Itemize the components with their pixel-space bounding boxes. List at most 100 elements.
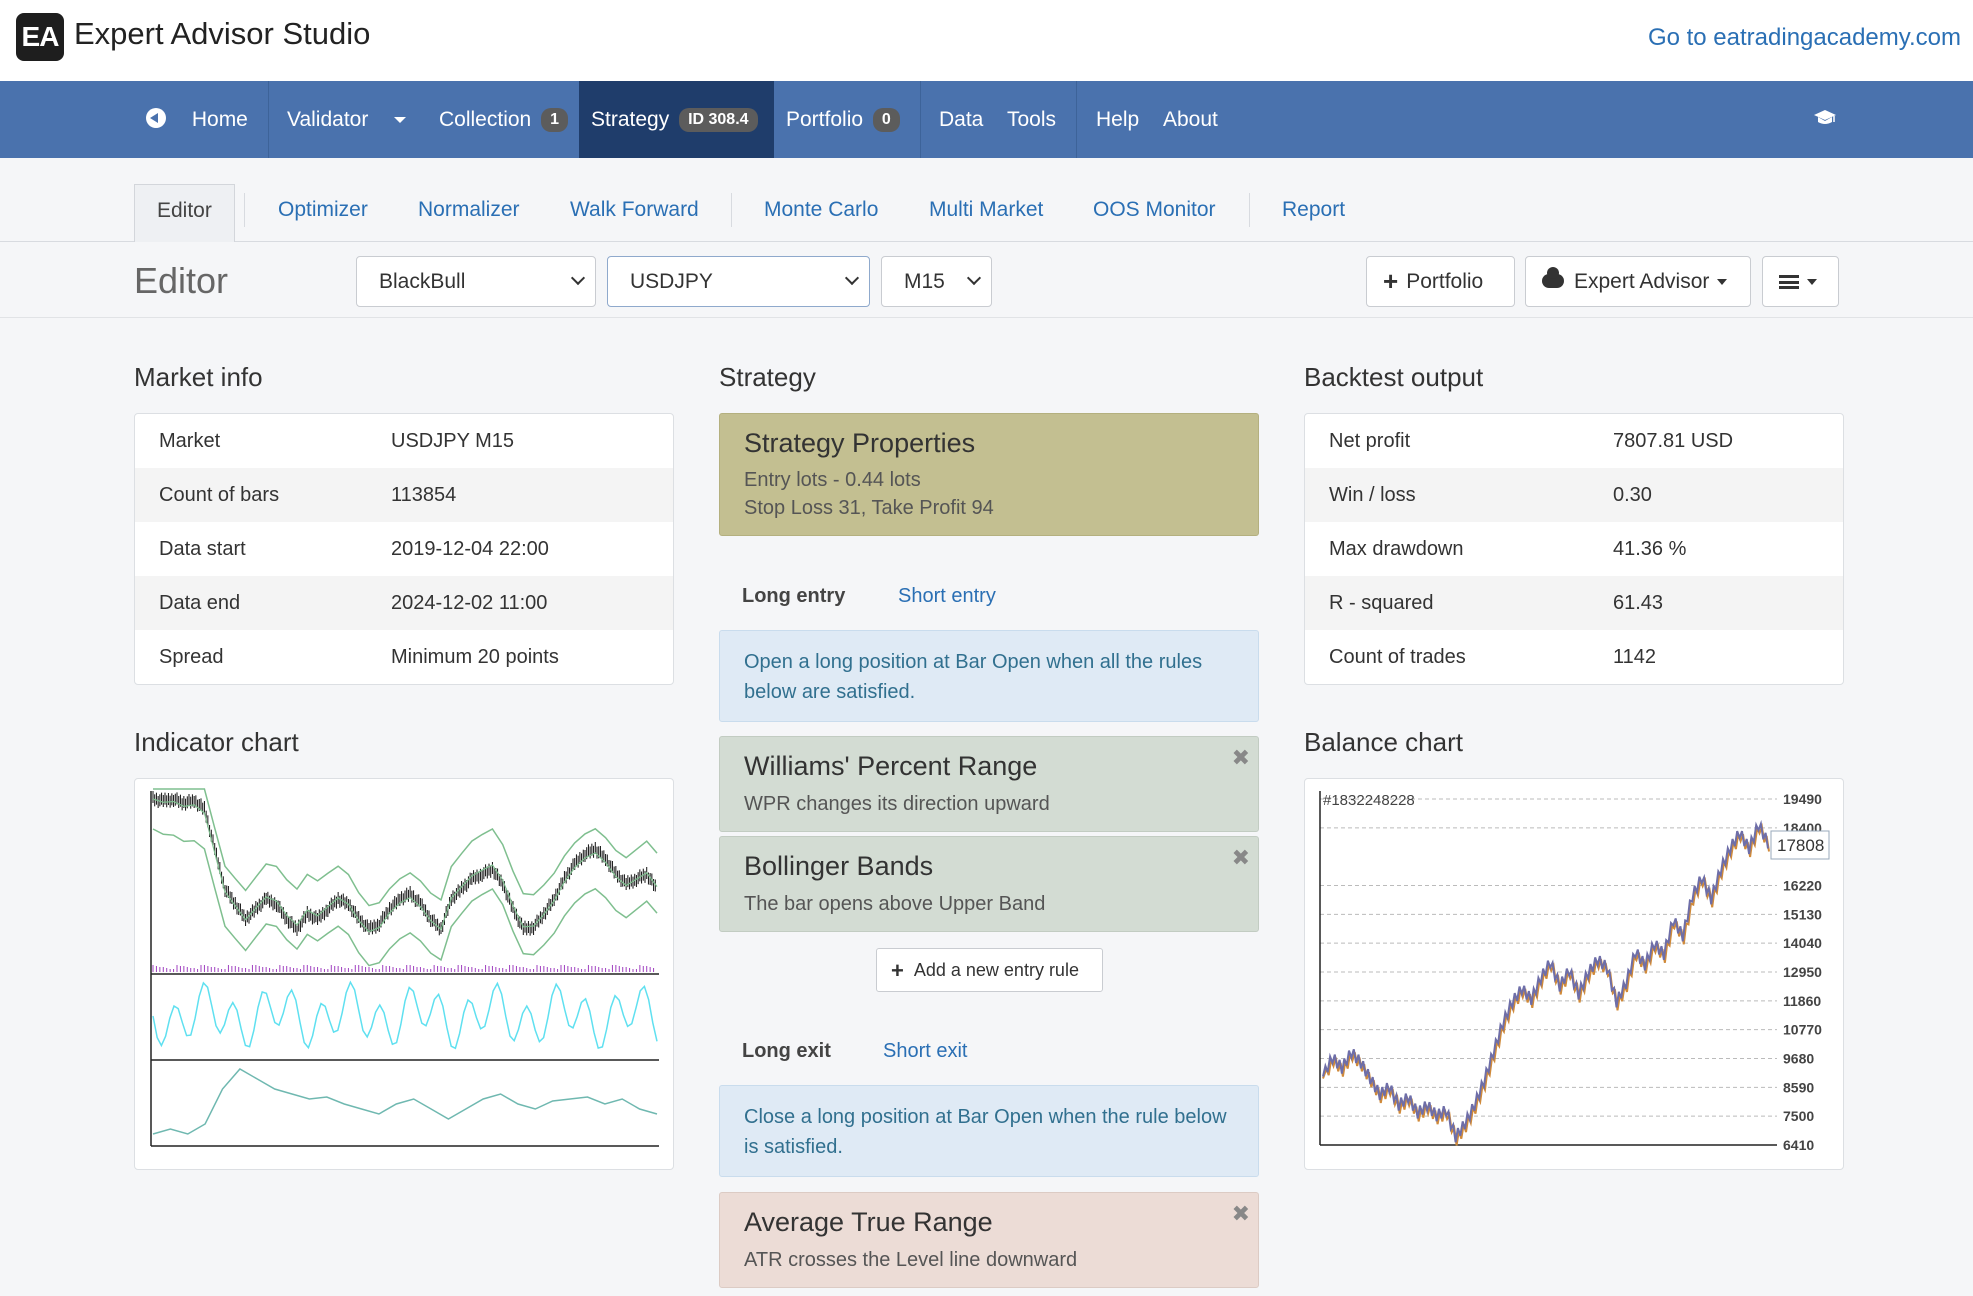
caret-down-icon <box>1717 279 1728 285</box>
subtab-walk-forward[interactable]: Walk Forward <box>570 198 699 221</box>
add-to-portfolio-button[interactable]: + Portfolio <box>1366 256 1515 307</box>
main-nav: Home Validator Collection 1 Strategy ID … <box>0 81 1973 158</box>
period-select[interactable]: M15 <box>881 256 992 307</box>
app-logo[interactable]: EA <box>16 13 64 61</box>
circle-arrow-left-icon <box>146 108 166 128</box>
row-value: 113854 <box>391 484 457 506</box>
lower-band <box>152 828 658 967</box>
y-tick-label: 12950 <box>1783 964 1822 980</box>
indicator-chart-title: Indicator chart <box>134 727 299 757</box>
plus-icon: + <box>891 958 904 983</box>
entry-info-box: Open a long position at Bar Open when al… <box>719 630 1259 722</box>
row-key: R - squared <box>1329 592 1434 614</box>
broker-select[interactable]: BlackBull <box>356 256 596 307</box>
row-value: 2024-12-02 11:00 <box>391 592 548 614</box>
app-title: Expert Advisor Studio <box>74 16 371 51</box>
row-key: Count of bars <box>159 484 280 506</box>
nav-home[interactable]: Home <box>146 81 248 158</box>
subtab-editor[interactable]: Editor <box>134 184 235 243</box>
exit-rule-atr[interactable]: Average True Range ATR crosses the Level… <box>719 1192 1259 1288</box>
strategy-title: Strategy <box>719 362 816 392</box>
caret-down-icon <box>394 117 406 123</box>
entry-rule-bollinger[interactable]: Bollinger Bands The bar opens above Uppe… <box>719 836 1259 932</box>
balance-line <box>1322 819 1769 1143</box>
remove-rule-icon[interactable]: ✖ <box>1231 845 1250 870</box>
rule-description: ATR crosses the Level line downward <box>744 1249 1078 1271</box>
chevron-down-icon <box>570 270 586 286</box>
atr-line <box>152 1068 658 1135</box>
table-row: Spread Minimum 20 points <box>135 630 673 684</box>
table-row: Win / loss 0.30 <box>1305 468 1843 522</box>
y-tick-label: 19490 <box>1783 791 1822 807</box>
sl-tp-text: Stop Loss 31, Take Profit 94 <box>744 497 994 519</box>
balance-chart-svg: #1832248228 1949018400162201513014040129… <box>1319 791 1830 1153</box>
nav-data[interactable]: Data <box>939 108 984 131</box>
ea-button-label: Expert Advisor <box>1574 270 1710 293</box>
nav-validator-dropdown[interactable] <box>394 81 406 158</box>
tab-short-exit[interactable]: Short exit <box>883 1040 968 1062</box>
tab-short-entry[interactable]: Short entry <box>898 585 996 607</box>
remove-rule-icon[interactable]: ✖ <box>1231 745 1250 770</box>
table-row: Max drawdown 41.36 % <box>1305 522 1843 576</box>
graduation-cap-icon[interactable] <box>1813 108 1837 134</box>
menu-button[interactable] <box>1762 256 1839 307</box>
balance-series-label: #1832248228 <box>1323 792 1415 809</box>
y-tick-label: 10770 <box>1783 1022 1822 1038</box>
row-value: 7807.81 USD <box>1613 430 1734 452</box>
entry-rule-wpr[interactable]: Williams' Percent Range WPR changes its … <box>719 736 1259 832</box>
table-row: Count of bars 113854 <box>135 468 673 522</box>
y-tick-label: 15130 <box>1783 906 1822 922</box>
add-entry-rule-button[interactable]: + Add a new entry rule <box>876 948 1103 992</box>
tab-long-entry[interactable]: Long entry <box>742 585 846 607</box>
market-info-title: Market info <box>134 362 263 392</box>
backtest-output-table: Net profit 7807.81 USD Win / loss 0.30 Max… <box>1304 413 1844 685</box>
brand-bar: EA Expert Advisor Studio Go to eatrading… <box>0 0 1973 81</box>
period-value: M15 <box>904 270 945 293</box>
nav-tools[interactable]: Tools <box>1007 108 1057 131</box>
rule-title: Average True Range <box>744 1207 993 1237</box>
strategy-properties-card[interactable]: Strategy Properties Entry lots - 0.44 lo… <box>719 413 1259 536</box>
page-title: Editor <box>134 260 229 301</box>
y-tick-label: 8590 <box>1783 1079 1814 1095</box>
wpr-line <box>152 980 658 1050</box>
rule-title: Williams' Percent Range <box>744 751 1038 781</box>
y-tick-label: 11860 <box>1783 993 1821 1009</box>
rule-description: The bar opens above Upper Band <box>744 893 1046 915</box>
subtab-report[interactable]: Report <box>1282 198 1346 221</box>
indicator-chart-svg <box>150 788 659 1147</box>
nav-validator[interactable]: Validator <box>287 81 368 158</box>
subtab-multi-market[interactable]: Multi Market <box>929 198 1044 221</box>
site-link[interactable]: Go to eatradingacademy.com <box>1647 24 1961 51</box>
nav-portfolio[interactable]: Portfolio 0 <box>786 81 900 158</box>
subtab-oos-monitor[interactable]: OOS Monitor <box>1093 198 1216 221</box>
cloud-download-icon <box>1542 267 1564 288</box>
tab-long-exit[interactable]: Long exit <box>742 1040 831 1062</box>
row-value: 2019-12-04 22:00 <box>391 538 549 560</box>
subtab-normalizer[interactable]: Normalizer <box>418 198 520 221</box>
last-value-box <box>1770 830 1830 860</box>
row-key: Max drawdown <box>1329 538 1464 560</box>
y-tick-label: 9680 <box>1783 1051 1814 1067</box>
symbol-select[interactable]: USDJPY <box>607 256 870 307</box>
row-key: Market <box>159 430 221 452</box>
rule-title: Bollinger Bands <box>744 851 934 881</box>
menu-bars-icon <box>1779 275 1799 289</box>
remove-rule-icon[interactable]: ✖ <box>1231 1201 1250 1226</box>
subtab-optimizer[interactable]: Optimizer <box>278 198 368 221</box>
table-row: Data end 2024-12-02 11:00 <box>135 576 673 630</box>
nav-about[interactable]: About <box>1163 108 1218 131</box>
chevron-down-icon <box>966 270 982 286</box>
caret-down-icon <box>1807 279 1817 285</box>
row-value: Minimum 20 points <box>391 646 559 668</box>
subtab-monte-carlo[interactable]: Monte Carlo <box>764 198 879 221</box>
nav-help[interactable]: Help <box>1096 108 1140 131</box>
upper-band <box>153 788 658 907</box>
add-rule-label: Add a new entry rule <box>913 960 1079 980</box>
table-row: Data start 2019-12-04 22:00 <box>135 522 673 576</box>
broker-value: BlackBull <box>379 270 466 293</box>
nav-strategy[interactable]: Strategy ID 308.4 <box>579 81 774 158</box>
expert-advisor-button[interactable]: Expert Advisor <box>1525 256 1751 307</box>
nav-home-label: Home <box>191 108 248 131</box>
row-value: USDJPY M15 <box>391 430 515 452</box>
nav-collection[interactable]: Collection 1 <box>439 81 568 158</box>
